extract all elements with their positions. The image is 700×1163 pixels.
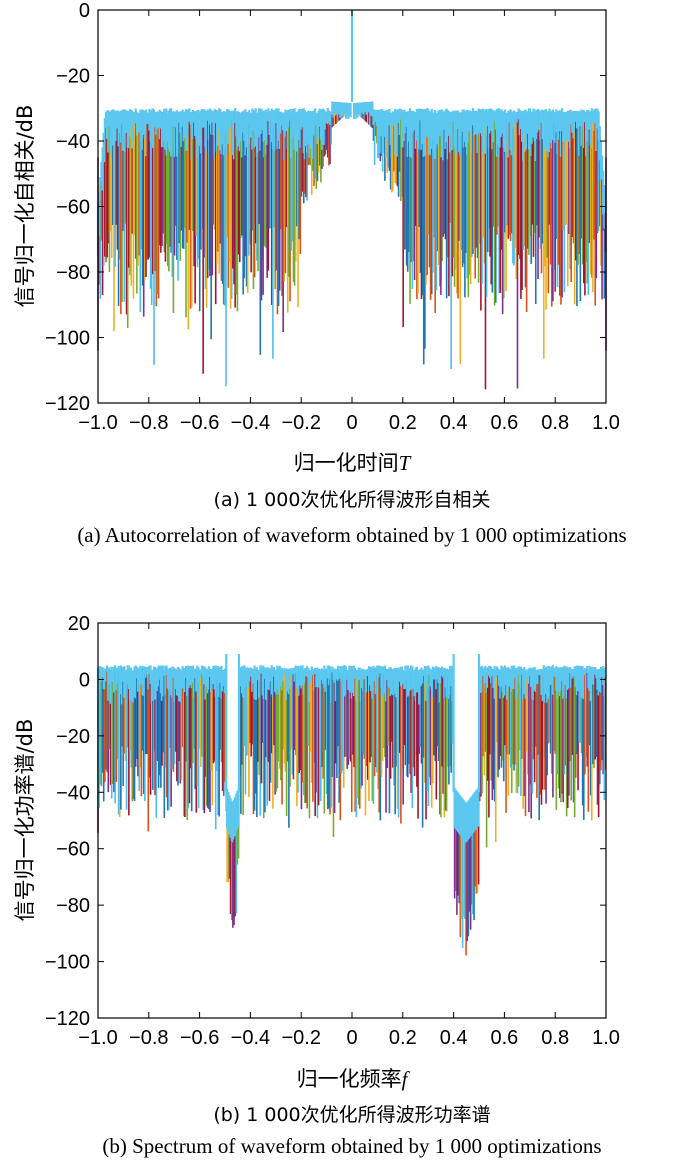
spectrum-chart: −1.0 −0.8 −0.6 −0.4 −0.2 0 0.2 0.4 0.6 0.8 1.0 20 0 −…	[13, 613, 620, 1158]
x-tick-label: 0.2	[389, 1027, 417, 1049]
chart-a-xlabel: 归一化时间T	[294, 451, 412, 475]
chart-b-xlabel: 归一化频率f	[297, 1067, 411, 1091]
y-tick-label: −120	[45, 1008, 90, 1030]
chart-a-ylabel: 信号归一化自相关/dB	[13, 105, 37, 308]
chart-b-caption-zh: (b) 1 000次优化所得波形功率谱	[213, 1104, 490, 1126]
chart-a-xlabel-var: T	[399, 451, 412, 475]
x-tick-label: −0.2	[281, 1027, 320, 1049]
chart-a-caption-zh: (a) 1 000次优化所得波形自相关	[214, 489, 491, 511]
x-tick-label: −0.8	[129, 1027, 168, 1049]
y-tick-label: −120	[45, 393, 90, 415]
x-tick-label: 0	[346, 1027, 357, 1049]
x-tick-label: 0.4	[440, 1027, 468, 1049]
x-tick-label: 0	[346, 412, 357, 434]
x-tick-label: 0.4	[440, 412, 468, 434]
y-tick-label: 20	[68, 613, 90, 635]
y-tick-label: −80	[56, 895, 90, 917]
x-tick-label: −1.0	[78, 1027, 117, 1049]
chart-a-xlabel-main: 归一化时间	[294, 451, 399, 475]
chart-a-caption-en: (a) Autocorrelation of waveform obtained…	[77, 523, 626, 547]
x-tick-label: 0.8	[541, 412, 569, 434]
chart-a-axis-ticks: −1.0 −0.8 −0.6 −0.4 −0.2 0 0.2 0.4 0.6 0.8 1.0 0 −20…	[45, 0, 620, 434]
y-tick-label: 0	[79, 669, 90, 691]
chart-b-axis-ticks: −1.0 −0.8 −0.6 −0.4 −0.2 0 0.2 0.4 0.6 0.8 1.0 20 0 −…	[45, 613, 620, 1049]
y-tick-label: −20	[56, 726, 90, 748]
x-tick-label: 0.2	[389, 412, 417, 434]
chart-b-ylabel: 信号归一化功率谱/dB	[13, 719, 37, 922]
x-tick-label: 0.6	[490, 412, 518, 434]
x-tick-label: −0.4	[231, 412, 270, 434]
x-tick-label: −0.6	[180, 412, 219, 434]
x-tick-label: 0.6	[490, 1027, 518, 1049]
chart-b-xlabel-var: f	[402, 1067, 411, 1091]
y-tick-label: −100	[45, 328, 90, 350]
x-tick-label: 0.8	[541, 1027, 569, 1049]
y-tick-label: −60	[56, 197, 90, 219]
x-tick-label: −0.4	[231, 1027, 270, 1049]
chart-a-series	[96, 10, 607, 390]
y-tick-label: −40	[56, 131, 90, 153]
y-tick-label: −80	[56, 262, 90, 284]
chart-b-series	[96, 654, 607, 956]
chart-b-xlabel-main: 归一化频率	[297, 1067, 402, 1091]
autocorrelation-chart: −1.0 −0.8 −0.6 −0.4 −0.2 0 0.2 0.4 0.6 0.8 1.0 0 −20…	[13, 0, 627, 547]
x-tick-label: −0.6	[180, 1027, 219, 1049]
y-tick-label: −20	[56, 66, 90, 88]
y-tick-label: 0	[79, 0, 90, 22]
x-tick-label: −1.0	[78, 412, 117, 434]
y-tick-label: −60	[56, 839, 90, 861]
x-tick-label: −0.2	[281, 412, 320, 434]
x-tick-label: −0.8	[129, 412, 168, 434]
chart-b-caption-en: (b) Spectrum of waveform obtained by 1 0…	[102, 1134, 601, 1158]
y-tick-label: −40	[56, 782, 90, 804]
x-tick-label: 1.0	[592, 1027, 620, 1049]
x-tick-label: 1.0	[592, 412, 620, 434]
y-tick-label: −100	[45, 952, 90, 974]
